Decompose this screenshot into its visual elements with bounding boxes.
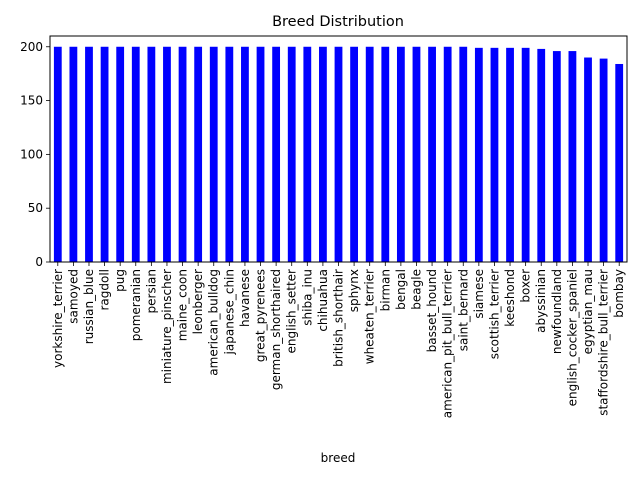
bar-persian: [147, 46, 156, 263]
bar-keeshond: [506, 47, 514, 263]
bar-german_shorthaired: [272, 46, 281, 263]
x-tick-label: german_shorthaired: [269, 269, 283, 390]
x-tick-label: yorkshire_terrier: [51, 269, 65, 368]
x-tick-label: scottish_terrier: [487, 269, 501, 359]
y-tick-label: 150: [20, 94, 43, 108]
bar-english_setter: [287, 46, 296, 263]
chart-title: Breed Distribution: [272, 14, 404, 30]
bar-birman: [381, 46, 390, 263]
x-tick-label: siamese: [472, 269, 486, 319]
bar-sphynx: [350, 46, 358, 263]
bar-havanese: [241, 46, 249, 263]
y-tick-label: 100: [20, 147, 43, 161]
x-tick-label: british_shorthair: [332, 269, 346, 367]
y-tick-label: 0: [35, 255, 43, 269]
x-tick-label: american_bulldog: [207, 269, 221, 376]
bar-british_shorthair: [334, 46, 343, 263]
x-tick-label: basset_hound: [425, 269, 439, 352]
bar-leonberger: [194, 46, 203, 263]
bar-basset_hound: [428, 46, 436, 263]
bar-abyssinian: [537, 48, 546, 262]
y-tick-label: 50: [28, 201, 43, 215]
bar-saint_bernard: [459, 46, 468, 263]
bar-russian_blue: [85, 46, 93, 263]
x-tick-label: great_pyrenees: [254, 269, 268, 362]
x-tick-label: pomeranian: [129, 269, 143, 341]
bar-boxer: [521, 47, 530, 263]
x-tick-label: chihuahua: [316, 269, 330, 332]
x-tick-label: leonberger: [191, 269, 205, 334]
x-tick-label: english_cocker_spaniel: [565, 269, 579, 406]
bar-chihuahua: [319, 46, 327, 263]
x-tick-label: russian_blue: [82, 269, 96, 344]
bar-miniature_pinscher: [163, 46, 171, 263]
x-tick-label: staffordshire_bull_terrier: [597, 269, 611, 416]
x-tick-label: maine_coon: [176, 269, 190, 341]
bar-ragdoll: [100, 46, 109, 263]
bar-yorkshire_terrier: [53, 46, 62, 263]
x-tick-label: boxer: [519, 269, 533, 303]
bar-beagle: [412, 46, 421, 263]
plot-frame: [49, 35, 628, 263]
x-tick-label: birman: [378, 269, 392, 311]
x-tick-label: saint_bernard: [456, 269, 470, 351]
bar-samoyed: [69, 46, 78, 263]
x-tick-label: bombay: [612, 269, 626, 318]
bar-egyptian_mau: [584, 57, 592, 262]
bar-pug: [116, 46, 125, 263]
x-tick-label: pug: [113, 269, 127, 292]
bar-pomeranian: [131, 46, 140, 263]
bar-maine_coon: [178, 46, 187, 263]
x-axis: yorkshire_terrier samoyed russian_blue ragd…: [51, 262, 626, 418]
bars-group: [53, 46, 624, 263]
x-axis-label: breed: [321, 451, 356, 465]
bar-newfoundland: [552, 51, 561, 262]
x-tick-label: american_pit_bull_terrier: [441, 269, 455, 418]
x-tick-label: english_setter: [285, 269, 299, 354]
bar-american_bulldog: [209, 46, 218, 263]
x-tick-label: japanese_chin: [222, 269, 236, 355]
x-tick-label: miniature_pinscher: [160, 269, 174, 384]
bar-wheaten_terrier: [365, 46, 374, 263]
bar-staffordshire_bull_terrier: [599, 58, 608, 262]
bar-bombay: [615, 63, 624, 263]
x-tick-label: keeshond: [503, 269, 517, 327]
x-tick-label: havanese: [238, 269, 252, 327]
x-tick-label: egyptian_mau: [581, 269, 595, 354]
bar-japanese_chin: [225, 46, 234, 263]
bar-american_pit_bull_terrier: [443, 46, 452, 263]
x-tick-label: sphynx: [347, 269, 361, 312]
x-tick-label: wheaten_terrier: [363, 269, 377, 364]
y-axis: 0 50 100 150 200: [20, 40, 50, 269]
x-tick-label: samoyed: [66, 269, 80, 324]
bar-siamese: [474, 47, 483, 263]
x-tick-label: abyssinian: [534, 269, 548, 333]
bar-shiba_inu: [303, 46, 312, 263]
bar-great_pyrenees: [256, 46, 265, 263]
x-tick-label: persian: [144, 269, 158, 313]
x-tick-label: ragdoll: [98, 269, 112, 311]
bar-bengal: [396, 46, 405, 263]
bar-english_cocker_spaniel: [568, 51, 577, 262]
x-tick-label: beagle: [409, 269, 423, 310]
x-tick-label: bengal: [394, 269, 408, 310]
bar-scottish_terrier: [490, 47, 499, 263]
y-tick-label: 200: [20, 40, 43, 54]
x-tick-label: newfoundland: [550, 269, 564, 354]
x-tick-label: shiba_inu: [300, 269, 314, 326]
